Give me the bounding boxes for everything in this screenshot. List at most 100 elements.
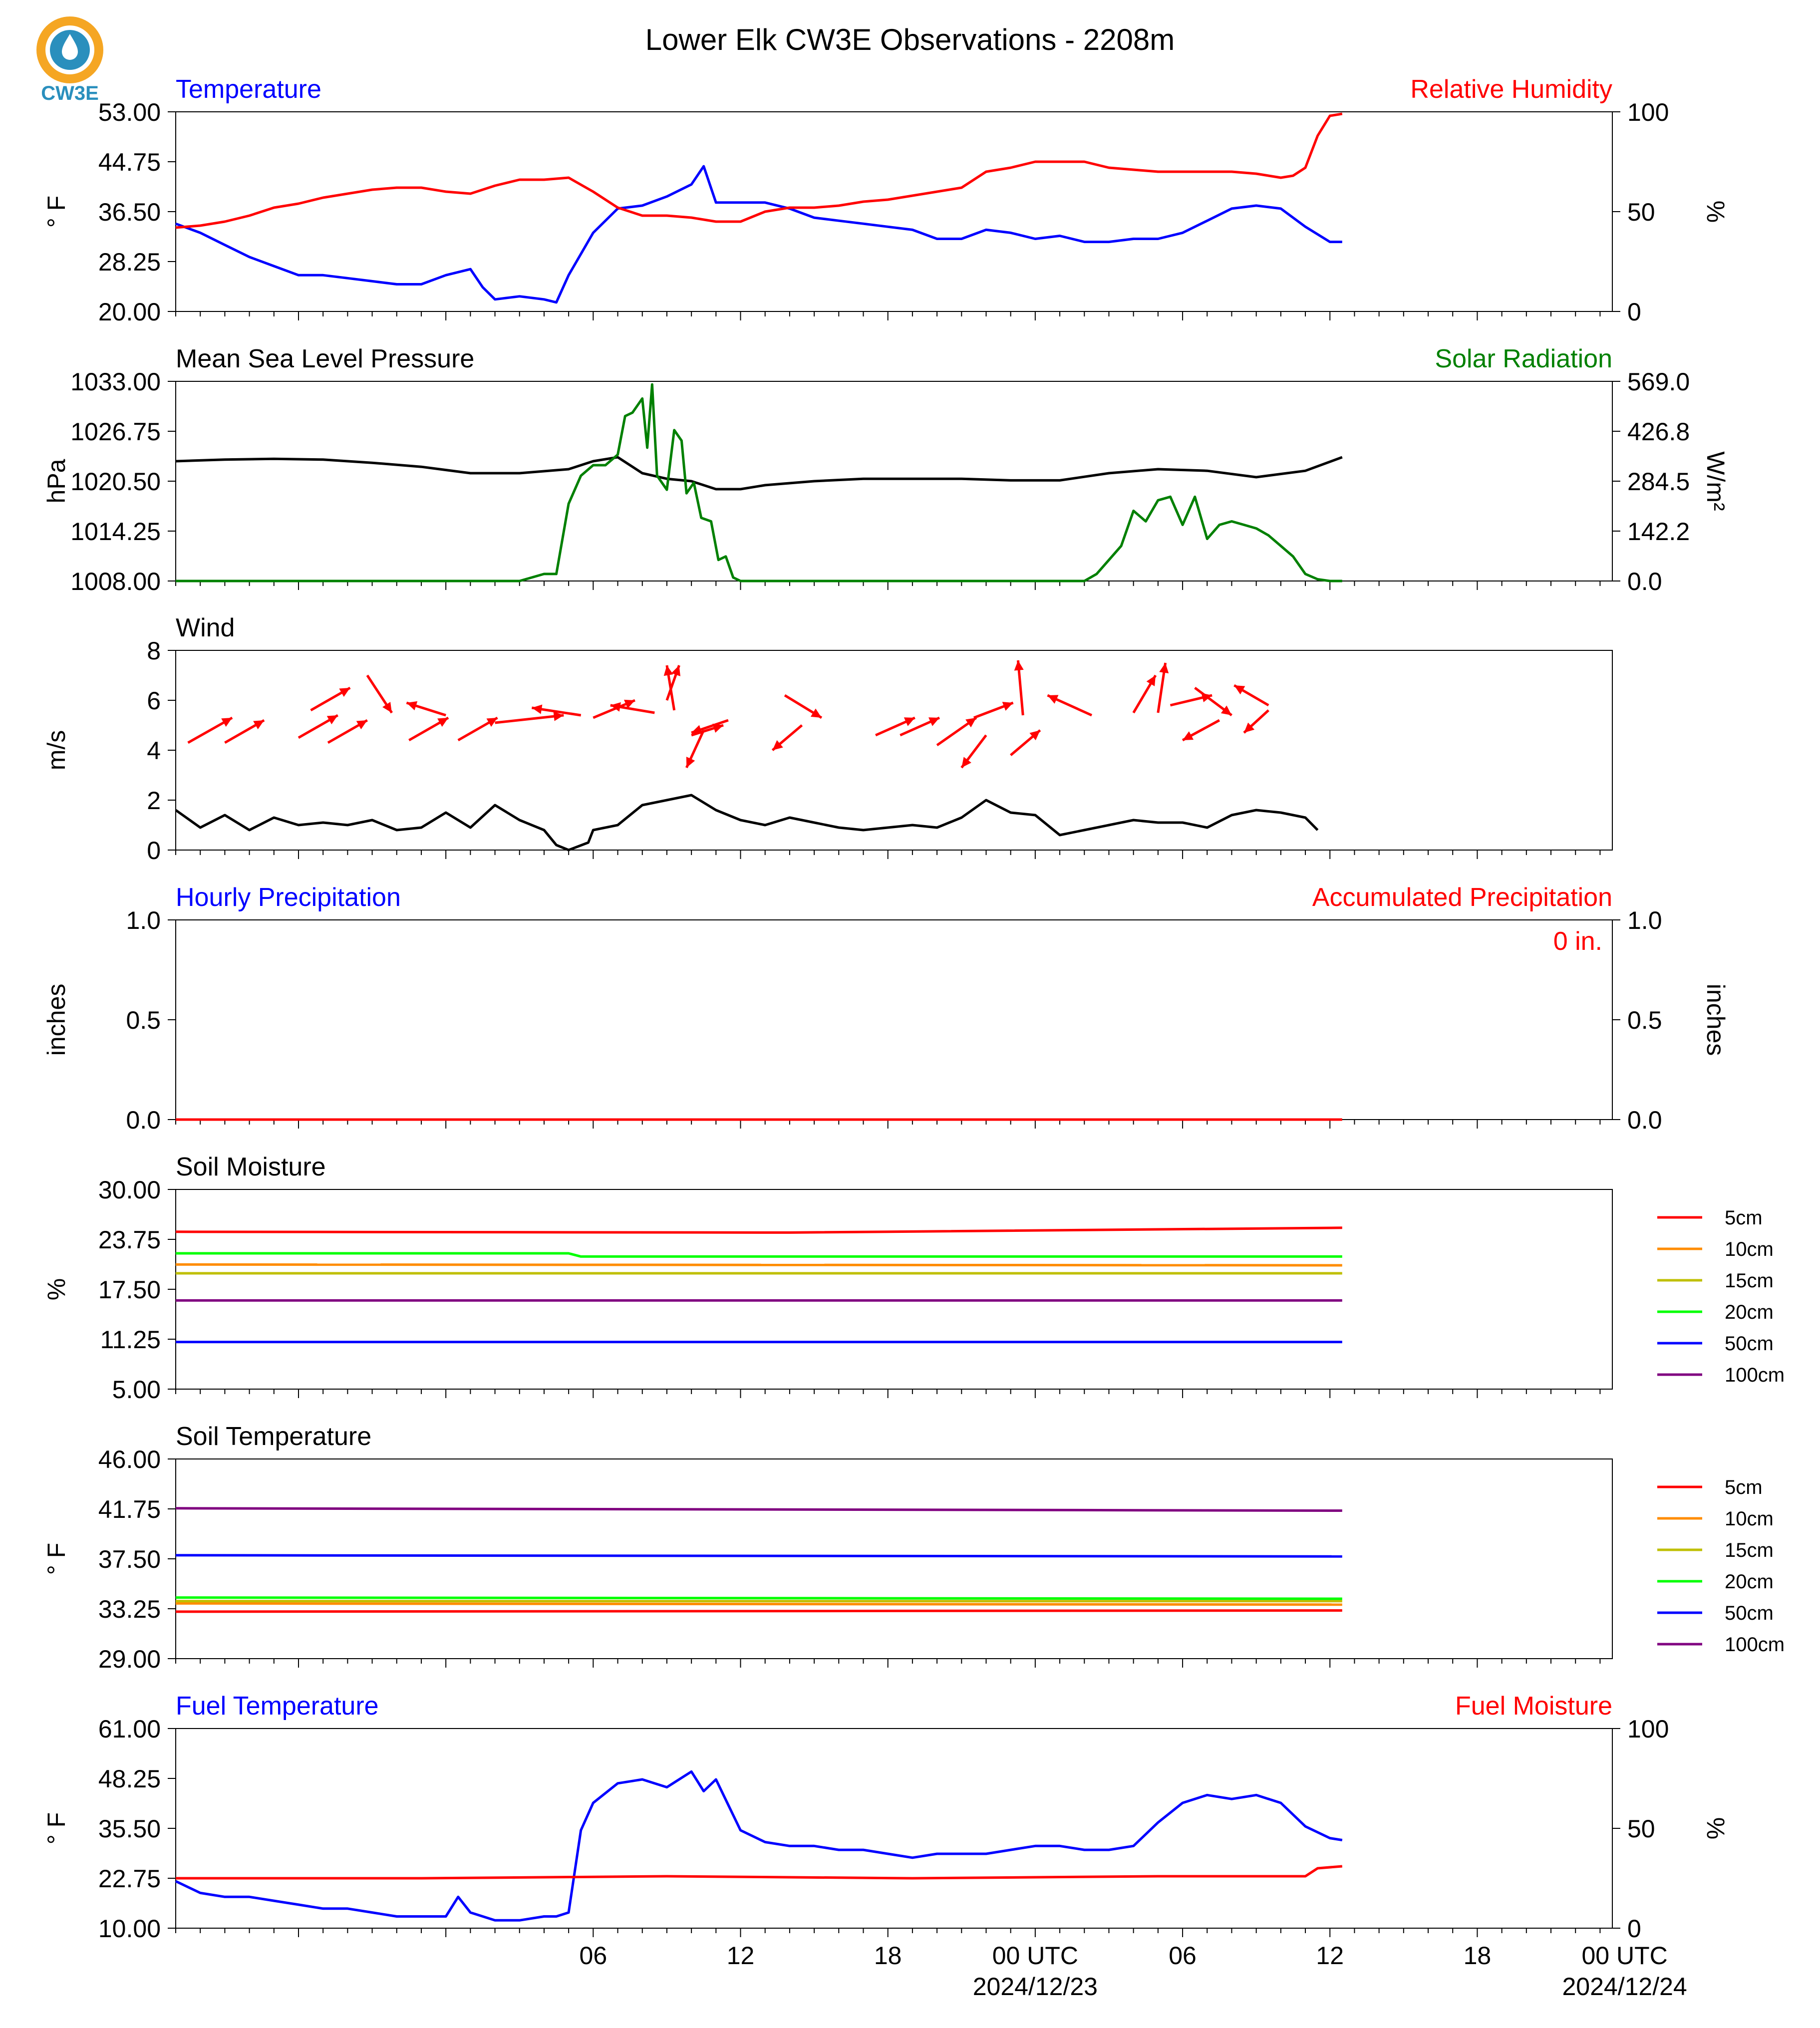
y-tick-label: 23.75 — [98, 1226, 161, 1254]
wind-arrowhead — [532, 704, 543, 714]
logo-ring — [36, 16, 103, 83]
y-tick-label-right: 0 — [1627, 298, 1641, 326]
y-tick-label-right: 0.0 — [1627, 1106, 1662, 1134]
series-line-20cm — [175, 1596, 1342, 1600]
y-axis-label-right: % — [1702, 201, 1730, 223]
plot-frame — [175, 111, 1613, 312]
wind-arrowhead — [1146, 675, 1156, 686]
y-tick-label-right: 100 — [1627, 1715, 1669, 1743]
y-tick-label: 22.75 — [98, 1865, 161, 1893]
y-tick-label: 1033.00 — [70, 368, 161, 396]
wind-arrowhead — [326, 715, 338, 725]
y-tick-label: 1008.00 — [70, 568, 161, 595]
y-tick-label: 11.25 — [100, 1326, 161, 1354]
legend-label: 15cm — [1725, 1539, 1774, 1561]
y-axis-label-right: inches — [1702, 984, 1730, 1056]
wind-arrowhead — [1002, 702, 1013, 711]
legend-label: 10cm — [1725, 1508, 1774, 1530]
y-tick-label-right: 0.5 — [1627, 1006, 1662, 1034]
panel-6 — [168, 1458, 1702, 1668]
y-tick-label: 1026.75 — [70, 418, 161, 446]
panel-4 — [168, 919, 1620, 1129]
figure-title: Lower Elk CW3E Observations - 2208m — [645, 23, 1175, 56]
plot-frame — [175, 650, 1613, 851]
y-tick-label: 8 — [147, 637, 161, 665]
y-tick-label: 61.00 — [98, 1715, 161, 1743]
plot-frame — [175, 1458, 1613, 1659]
y-tick-label: 28.25 — [98, 248, 161, 276]
series-line-1 — [175, 1770, 1343, 1922]
y-axis-label: ° F — [42, 196, 70, 228]
y-tick-label: 48.25 — [98, 1765, 161, 1793]
legend-label: 100cm — [1725, 1634, 1785, 1656]
wind-arrowhead — [671, 665, 680, 676]
y-tick-label: 46.00 — [98, 1446, 161, 1473]
plot-frame — [175, 1189, 1613, 1390]
y-tick-label: 20.00 — [98, 298, 161, 326]
y-tick-label: 4 — [147, 737, 161, 765]
x-tick-label: 12 — [727, 1942, 755, 1970]
series-line-5cm — [175, 1609, 1342, 1613]
y-tick-label: 35.50 — [98, 1815, 161, 1843]
wind-arrowhead — [1159, 663, 1169, 673]
legend-label: 20cm — [1725, 1571, 1774, 1593]
wind-arrowhead — [1234, 685, 1245, 695]
y-tick-label: 5.00 — [112, 1376, 161, 1404]
wind-arrowhead — [810, 708, 822, 718]
legend-label: 5cm — [1725, 1207, 1763, 1229]
panel-title-left: Temperature — [176, 75, 321, 104]
wind-arrowhead — [1183, 731, 1194, 740]
wind-arrowhead — [691, 725, 702, 734]
y-axis-label-right: % — [1702, 1817, 1730, 1839]
panel-title-right: Solar Radiation — [1435, 344, 1612, 373]
wind-arrowhead — [339, 688, 350, 697]
y-axis-label: m/s — [42, 730, 70, 771]
y-tick-label: 1014.25 — [70, 518, 161, 546]
wind-arrowhead — [624, 699, 635, 709]
y-tick-label-right: 142.2 — [1627, 518, 1690, 546]
legend-label: 100cm — [1725, 1364, 1785, 1386]
plot-frame — [175, 1728, 1613, 1929]
series-line-5cm — [175, 1226, 1342, 1234]
panel-title-right: Accumulated Precipitation — [1312, 883, 1612, 912]
y-tick-label-right: 0.0 — [1627, 568, 1662, 595]
y-axis-label: inches — [42, 984, 70, 1056]
y-tick-label: 0.5 — [126, 1006, 161, 1034]
y-tick-label: 1020.50 — [70, 468, 161, 496]
panel-title-right: Relative Humidity — [1410, 75, 1612, 104]
y-tick-label: 30.00 — [98, 1176, 161, 1204]
legend-label: 50cm — [1725, 1602, 1774, 1624]
wind-arrowhead — [961, 757, 971, 768]
panel-title-left: Soil Moisture — [176, 1153, 326, 1181]
x-tick-label: 00 UTC — [1581, 1942, 1667, 1970]
series-line-100cm — [175, 1507, 1342, 1512]
wind-arrowhead — [772, 740, 783, 750]
wind-arrowhead — [486, 718, 498, 727]
y-tick-label: 0 — [147, 837, 161, 865]
series-line-1 — [175, 794, 1319, 852]
y-axis-label: % — [42, 1278, 70, 1300]
wind-arrowhead — [1029, 730, 1040, 741]
wind-arrowhead — [382, 702, 392, 713]
wind-arrowhead — [1220, 705, 1232, 715]
wind-arrowhead — [1014, 660, 1024, 671]
panel-title-left: Hourly Precipitation — [176, 883, 401, 912]
y-axis-label-right: W/m² — [1702, 451, 1730, 511]
y-tick-label: 36.50 — [98, 198, 161, 226]
panel-1 — [168, 111, 1620, 320]
x-tick-label: 06 — [1169, 1942, 1197, 1970]
wind-arrowhead — [1047, 695, 1059, 704]
y-tick-label: 17.50 — [98, 1276, 161, 1304]
y-tick-label: 1.0 — [126, 906, 161, 934]
y-tick-label-right: 426.8 — [1627, 418, 1690, 446]
legend-label: 10cm — [1725, 1238, 1774, 1260]
panel-title-left: Wind — [176, 613, 235, 642]
series-line-2 — [175, 112, 1343, 229]
legend-label: 5cm — [1725, 1476, 1763, 1498]
plot-frame — [175, 919, 1613, 1120]
y-tick-label: 2 — [147, 787, 161, 815]
panel-title-left: Fuel Temperature — [176, 1692, 379, 1721]
y-tick-label-right: 569.0 — [1627, 368, 1690, 396]
y-tick-label-right: 50 — [1627, 1815, 1655, 1843]
accum-annotation: 0 in. — [1553, 927, 1602, 956]
